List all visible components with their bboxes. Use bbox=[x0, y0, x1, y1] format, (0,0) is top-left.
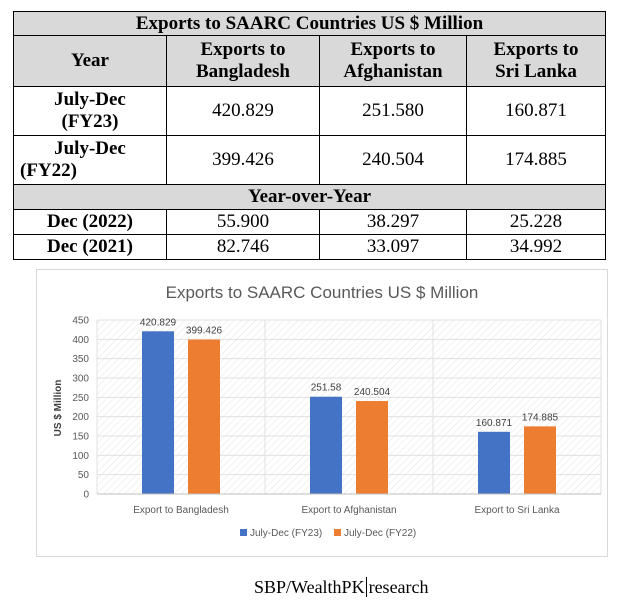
y-tick-label: 150 bbox=[72, 432, 89, 443]
y-tick-label: 300 bbox=[72, 374, 89, 385]
table-cell: 82.746 bbox=[166, 234, 320, 260]
bar-fy23 bbox=[310, 396, 342, 494]
table-cell: 38.297 bbox=[319, 209, 467, 235]
table-cell: 251.580 bbox=[319, 86, 467, 136]
header-bangladesh-line1: Exports to bbox=[200, 39, 286, 60]
y-tick-label: 450 bbox=[72, 316, 89, 327]
bar-fy22 bbox=[356, 401, 388, 494]
row-label: Dec (2021) bbox=[13, 234, 167, 260]
header-afghanistan-line2: Afghanistan bbox=[343, 61, 443, 82]
row-label-line2: (FY23) bbox=[61, 111, 119, 132]
y-tick-label: 0 bbox=[83, 490, 89, 501]
row-label: July-Dec (FY22) bbox=[13, 135, 167, 185]
y-axis-label: US $ Million bbox=[53, 380, 64, 437]
table-cell: 399.426 bbox=[166, 135, 320, 185]
y-tick-label: 400 bbox=[72, 335, 89, 346]
data-label: 399.426 bbox=[186, 326, 223, 337]
legend-label: July-Dec (FY22) bbox=[344, 528, 416, 539]
header-bangladesh: Exports to Bangladesh bbox=[166, 35, 320, 87]
y-tick-label: 100 bbox=[72, 451, 89, 462]
table-cell: 34.992 bbox=[466, 234, 606, 260]
bar-fy22 bbox=[188, 339, 220, 494]
bar-fy23 bbox=[142, 331, 174, 494]
table-row: Dec (2022) 55.900 38.297 25.228 bbox=[13, 209, 606, 235]
header-bangladesh-line2: Bangladesh bbox=[196, 61, 290, 82]
x-tick-label: Export to Afghanistan bbox=[301, 505, 396, 516]
source-left: SBP/WealthPK bbox=[254, 577, 365, 597]
table-cell: 160.871 bbox=[466, 86, 606, 136]
table-cell: 25.228 bbox=[466, 209, 606, 235]
bar-fy23 bbox=[478, 431, 510, 494]
table-cell: 55.900 bbox=[166, 209, 320, 235]
y-tick-label: 350 bbox=[72, 354, 89, 365]
x-tick-label: Export to Sri Lanka bbox=[474, 505, 559, 516]
row-label: July-Dec (FY23) bbox=[13, 86, 167, 136]
bar-fy22 bbox=[524, 426, 556, 494]
table-row: Dec (2021) 82.746 33.097 34.992 bbox=[13, 234, 606, 260]
x-tick-label: Export to Bangladesh bbox=[133, 505, 229, 516]
source-right: research bbox=[368, 577, 429, 597]
table-title: Exports to SAARC Countries US $ Million bbox=[13, 11, 606, 36]
table-row: July-Dec (FY23) 420.829 251.580 160.871 bbox=[13, 86, 606, 136]
row-label-line2: (FY22) bbox=[20, 160, 77, 181]
data-label: 160.871 bbox=[476, 418, 513, 429]
data-label: 240.504 bbox=[354, 387, 391, 398]
plot-area bbox=[97, 320, 601, 494]
legend-swatch bbox=[334, 529, 341, 536]
legend-swatch bbox=[240, 529, 247, 536]
exports-table: Exports to SAARC Countries US $ Million … bbox=[13, 11, 606, 260]
header-srilanka-line2: Sri Lanka bbox=[495, 61, 577, 82]
legend-label: July-Dec (FY23) bbox=[250, 528, 322, 539]
table-cell: 240.504 bbox=[319, 135, 467, 185]
data-label: 251.58 bbox=[311, 383, 342, 394]
chart-svg: Exports to SAARC Countries US $ Million … bbox=[53, 283, 602, 539]
table-cell: 174.885 bbox=[466, 135, 606, 185]
data-label: 420.829 bbox=[140, 317, 177, 328]
header-srilanka: Exports to Sri Lanka bbox=[466, 35, 606, 87]
header-srilanka-line1: Exports to bbox=[493, 39, 579, 60]
y-tick-label: 200 bbox=[72, 412, 89, 423]
table-cell: 33.097 bbox=[319, 234, 467, 260]
data-label: 174.885 bbox=[522, 412, 559, 423]
header-afghanistan: Exports to Afghanistan bbox=[319, 35, 467, 87]
source-credit: SBP/WealthPK research bbox=[254, 577, 429, 598]
row-label-line1: July-Dec bbox=[54, 138, 126, 159]
yoy-title: Year-over-Year bbox=[13, 184, 606, 210]
table-row: July-Dec (FY22) 399.426 240.504 174.885 bbox=[13, 135, 606, 185]
row-label-line1: July-Dec bbox=[54, 89, 126, 110]
header-afghanistan-line1: Exports to bbox=[350, 39, 436, 60]
bar-chart: Exports to SAARC Countries US $ Million … bbox=[36, 269, 608, 557]
source-divider bbox=[365, 577, 367, 597]
y-tick-label: 50 bbox=[78, 470, 90, 481]
y-tick-label: 250 bbox=[72, 393, 89, 404]
row-label: Dec (2022) bbox=[13, 209, 167, 235]
header-year: Year bbox=[13, 35, 167, 87]
chart-title: Exports to SAARC Countries US $ Million bbox=[166, 283, 479, 302]
table-cell: 420.829 bbox=[166, 86, 320, 136]
